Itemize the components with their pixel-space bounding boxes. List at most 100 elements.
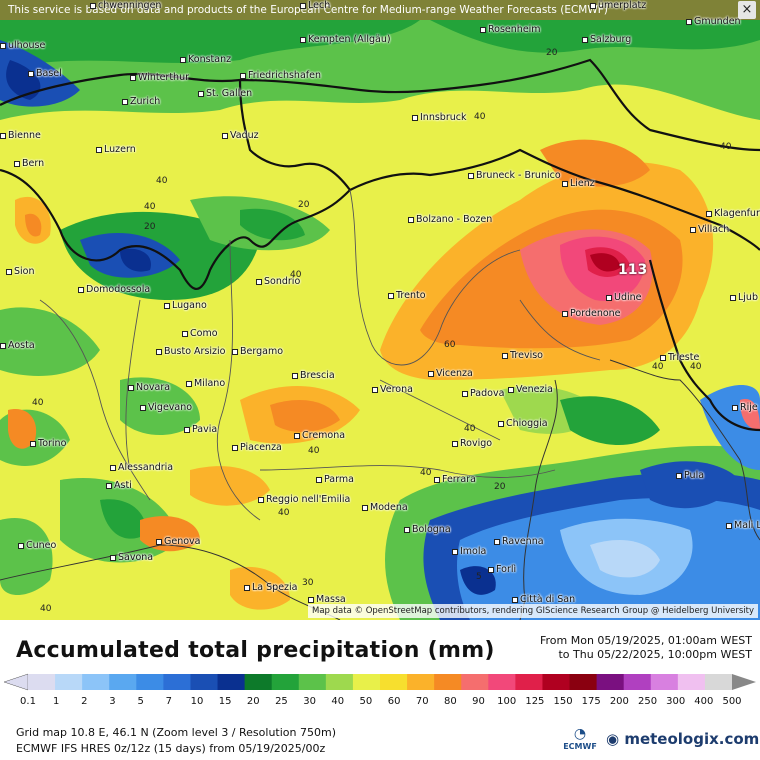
city-label: Salzburg	[582, 34, 631, 45]
isoline-label: 30	[302, 578, 314, 588]
isoline-label: 5	[476, 572, 482, 582]
city-label: Villach	[690, 224, 729, 235]
city-label: Pordenone	[562, 308, 621, 319]
scale-swatch	[217, 674, 246, 690]
scale-tick-label: 200	[609, 696, 629, 707]
meteologix-logo[interactable]: ◉ meteologix.com	[606, 730, 760, 748]
scale-tick-label: 40	[331, 696, 345, 707]
scale-swatch	[28, 674, 56, 690]
city-label: Chioggia	[498, 418, 548, 429]
scale-swatch	[515, 674, 543, 690]
scale-tick-label: 7	[165, 696, 172, 707]
city-label: Sondrio	[256, 276, 300, 287]
city-label: Domodossola	[78, 284, 150, 295]
city-label: Genova	[156, 536, 200, 547]
city-label: Verona	[372, 384, 413, 395]
legend-title: Accumulated total precipitation (mm)	[16, 638, 495, 663]
scale-tick-label: 300	[666, 696, 686, 707]
city-label: Konstanz	[180, 54, 231, 65]
scale-tick-label: 100	[497, 696, 517, 707]
forecast-period: From Mon 05/19/2025, 01:00am WEST to Thu…	[540, 634, 752, 662]
city-label: Winterthur	[130, 72, 189, 83]
city-label: Bolzano - Bozen	[408, 214, 492, 225]
precipitation-map[interactable]: This service is based on data and produc…	[0, 0, 760, 620]
period-from: From Mon 05/19/2025, 01:00am WEST	[539, 634, 752, 647]
scale-arrow-right	[732, 674, 756, 690]
scale-swatch	[677, 674, 706, 690]
city-label: Lienz	[562, 178, 595, 189]
city-label: Gmunden	[686, 16, 741, 27]
city-label: Lech	[300, 0, 330, 11]
city-label: Piacenza	[232, 442, 282, 453]
map-canvas	[0, 0, 760, 620]
city-label: Massa	[308, 594, 346, 605]
isoline-label: 20	[546, 48, 558, 58]
scale-swatch	[271, 674, 300, 690]
city-label: Ljub	[730, 292, 758, 303]
city-label: Venezia	[508, 384, 553, 395]
scale-arrow-left	[3, 673, 29, 691]
scale-tick-label: 0.1	[20, 696, 36, 707]
city-label: Parma	[316, 474, 354, 485]
scale-tick-label: 175	[581, 696, 601, 707]
scale-tick-label: 50	[359, 696, 373, 707]
city-label: Novara	[128, 382, 170, 393]
city-label: Aosta	[0, 340, 35, 351]
scale-swatch	[623, 674, 652, 690]
isoline-label: 40	[156, 176, 168, 186]
grid-info: Grid map 10.8 E, 46.1 N (Zoom level 3 / …	[16, 726, 336, 739]
city-label: Rosenheim	[480, 24, 541, 35]
city-label: La Spezia	[244, 582, 298, 593]
scale-swatch	[650, 674, 679, 690]
city-label: Kempten (Allgäu)	[300, 34, 391, 45]
isoline-label: 40	[420, 468, 432, 478]
scale-tick-label: 150	[553, 696, 573, 707]
city-label: Reggio nell'Emilia	[258, 494, 350, 505]
scale-swatch	[163, 674, 191, 690]
city-label: Vaduz	[222, 130, 259, 141]
scale-tick-label: 5	[137, 696, 144, 707]
ecmwf-logo: ◔ ECMWF	[560, 726, 600, 756]
city-label: Udine	[606, 292, 642, 303]
scale-swatch	[407, 674, 435, 690]
city-label: Savona	[110, 552, 153, 563]
isoline-label: 20	[494, 482, 506, 492]
city-label: Zurich	[122, 96, 160, 107]
scale-swatch	[82, 674, 110, 690]
city-label: Rovigo	[452, 438, 492, 449]
scale-tick-label: 10	[190, 696, 204, 707]
city-label: Bologna	[404, 524, 451, 535]
city-label: Basel	[28, 68, 62, 79]
city-label: Klagenfurt	[706, 208, 760, 219]
isoline-label: 60	[444, 340, 456, 350]
scale-swatch	[488, 674, 516, 690]
city-label: Torino	[30, 438, 66, 449]
city-label: Trieste	[660, 352, 699, 363]
city-label: Friedrichshafen	[240, 70, 321, 81]
scale-tick-label: 15	[218, 696, 232, 707]
scale-tick-label: 70	[415, 696, 429, 707]
scale-swatch	[190, 674, 219, 690]
city-label: Padova	[462, 388, 504, 399]
city-label: Asti	[106, 480, 132, 491]
isoline-label: 40	[652, 362, 664, 372]
scale-ticks: 0.1 1 2 3 5 7 10 15 20 25 30 40 50 60 70 80 90 100 125 150 1…	[0, 696, 760, 710]
city-label: Lugano	[164, 300, 207, 311]
close-button[interactable]: ×	[738, 1, 756, 19]
city-label: Bruneck - Brunico	[468, 170, 561, 181]
isoline-label: 40	[690, 362, 702, 372]
city-label: Luzern	[96, 144, 136, 155]
isoline-label: 20	[144, 222, 156, 232]
scale-tick-label: 500	[722, 696, 742, 707]
period-to: to Thu 05/22/2025, 10:00pm WEST	[558, 648, 752, 661]
city-label: Brescia	[292, 370, 335, 381]
isoline-label: 40	[40, 604, 52, 614]
city-label: Cremona	[294, 430, 345, 441]
city-label: chwenningen	[90, 0, 161, 11]
city-label: Pavia	[184, 424, 217, 435]
city-label: Ferrara	[434, 474, 476, 485]
scale-tick-label: 3	[109, 696, 116, 707]
city-label: Ravenna	[494, 536, 544, 547]
isoline-label: 40	[720, 142, 732, 152]
scale-tick-label: 60	[387, 696, 401, 707]
